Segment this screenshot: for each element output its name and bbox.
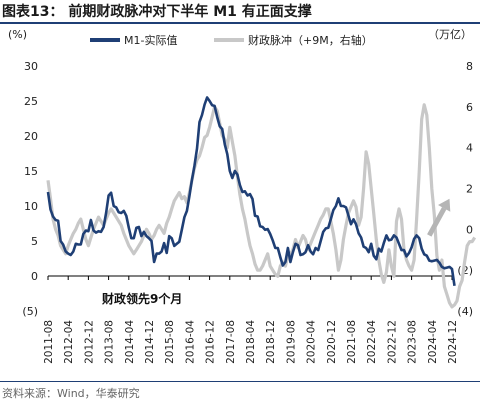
- right-tick-label: 8: [466, 60, 473, 73]
- figure-title: 图表13： 前期财政脉冲对下半年 M1 有正面支撑: [2, 4, 312, 20]
- x-tick-label: 2016-12: [205, 320, 217, 364]
- x-tick-label: 2019-08: [285, 320, 297, 364]
- x-tick-label: 2020-04: [306, 320, 318, 364]
- legend: M1-实际值 财政脉冲（+9M，右轴）: [90, 33, 373, 47]
- x-tick-label: 2012-04: [63, 320, 75, 364]
- x-tick-label: 2013-08: [104, 320, 116, 364]
- x-tick-label: 2020-12: [326, 320, 338, 364]
- right-axis-unit: （万亿）: [428, 28, 472, 41]
- x-tick-label: 2014-12: [144, 320, 156, 364]
- legend-label-fiscal: 财政脉冲（+9M，右轴）: [248, 33, 373, 47]
- left-axis-unit: (%): [8, 28, 27, 41]
- source-rule: [0, 381, 480, 382]
- x-tick-label: 2021-08: [346, 320, 358, 364]
- x-tick-label: 2022-12: [386, 320, 398, 364]
- x-tick-label: 2011-08: [43, 320, 55, 364]
- title-rule: [0, 22, 480, 24]
- right-tick-label: 2: [466, 183, 473, 196]
- x-tick-label: 2018-12: [265, 320, 277, 364]
- x-tick-label: 2024-04: [427, 320, 439, 364]
- x-tick-label: 2015-08: [164, 320, 176, 364]
- right-tick-label: (2): [457, 264, 473, 277]
- x-axis-ticks: 2011-08 2012-04 2012-12 2013-08 2014-04 2014-…: [43, 276, 459, 364]
- right-axis-ticks: (4) (2) 0 2 4 6 8: [457, 60, 473, 318]
- x-tick-label: 2014-04: [124, 320, 136, 364]
- legend-label-m1: M1-实际值: [124, 33, 177, 47]
- left-tick-label: 25: [24, 95, 38, 108]
- x-tick-label: 2023-08: [407, 320, 419, 364]
- left-tick-label: 30: [24, 60, 38, 73]
- x-tick-label: 2024-12: [447, 320, 459, 364]
- lead-annotation: 财政领先9个月: [101, 291, 182, 306]
- source-note: 资料来源：Wind，华泰研究: [2, 387, 140, 400]
- x-tick-label: 2016-04: [184, 320, 196, 364]
- x-tick-label: 2022-04: [366, 320, 378, 364]
- right-tick-label: 0: [466, 223, 473, 236]
- x-tick-label: 2017-08: [225, 320, 237, 364]
- right-tick-label: 6: [466, 101, 473, 114]
- left-tick-label: 5: [31, 235, 38, 248]
- trend-arrow-icon: [427, 198, 451, 237]
- right-tick-label: 4: [466, 142, 473, 155]
- left-axis-ticks: (5) 0 5 10 15 20 25 30: [22, 60, 38, 318]
- x-tick-label: 2018-04: [245, 320, 257, 364]
- left-tick-label: (5): [22, 305, 38, 318]
- right-tick-label: (4): [457, 305, 473, 318]
- series-m1: [46, 96, 456, 286]
- left-tick-label: 0: [31, 270, 38, 283]
- left-tick-label: 20: [24, 130, 38, 143]
- fiscal-m1-chart: (%) （万亿） M1-实际值 财政脉冲（+9M，右轴） (5)05101520…: [8, 28, 477, 364]
- left-tick-label: 15: [24, 165, 38, 178]
- series-fiscal-impulse: [46, 103, 477, 309]
- left-tick-label: 10: [24, 200, 38, 213]
- x-tick-label: 2012-12: [83, 320, 95, 364]
